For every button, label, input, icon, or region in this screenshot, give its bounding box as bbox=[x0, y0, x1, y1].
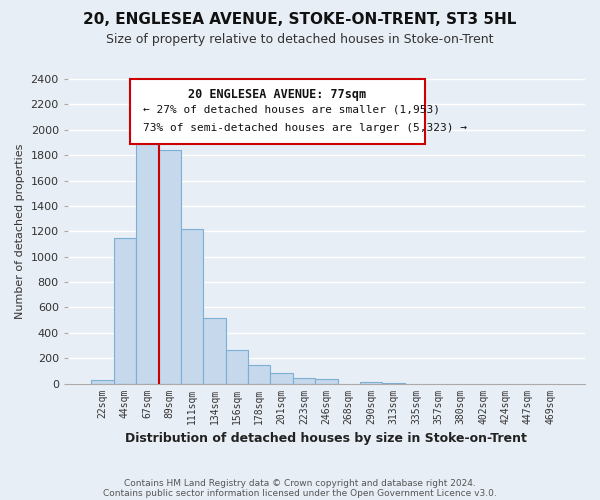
Text: Contains public sector information licensed under the Open Government Licence v3: Contains public sector information licen… bbox=[103, 488, 497, 498]
Text: 20, ENGLESEA AVENUE, STOKE-ON-TRENT, ST3 5HL: 20, ENGLESEA AVENUE, STOKE-ON-TRENT, ST3… bbox=[83, 12, 517, 28]
Text: ← 27% of detached houses are smaller (1,953): ← 27% of detached houses are smaller (1,… bbox=[143, 105, 440, 115]
Bar bbox=[114, 238, 136, 384]
Text: Size of property relative to detached houses in Stoke-on-Trent: Size of property relative to detached ho… bbox=[106, 32, 494, 46]
FancyBboxPatch shape bbox=[130, 79, 425, 144]
Bar bbox=[226, 350, 248, 384]
Bar bbox=[158, 150, 181, 384]
Bar bbox=[315, 379, 338, 384]
Bar bbox=[360, 382, 382, 384]
Y-axis label: Number of detached properties: Number of detached properties bbox=[15, 144, 25, 319]
Bar bbox=[382, 383, 405, 384]
Bar bbox=[181, 230, 203, 384]
Text: 73% of semi-detached houses are larger (5,323) →: 73% of semi-detached houses are larger (… bbox=[143, 123, 467, 133]
Text: 20 ENGLESEA AVENUE: 77sqm: 20 ENGLESEA AVENUE: 77sqm bbox=[188, 88, 367, 101]
Bar bbox=[271, 374, 293, 384]
Bar bbox=[293, 378, 315, 384]
Bar bbox=[136, 136, 158, 384]
Bar bbox=[248, 364, 271, 384]
Text: Contains HM Land Registry data © Crown copyright and database right 2024.: Contains HM Land Registry data © Crown c… bbox=[124, 478, 476, 488]
Bar bbox=[91, 380, 114, 384]
Bar bbox=[203, 318, 226, 384]
X-axis label: Distribution of detached houses by size in Stoke-on-Trent: Distribution of detached houses by size … bbox=[125, 432, 527, 445]
